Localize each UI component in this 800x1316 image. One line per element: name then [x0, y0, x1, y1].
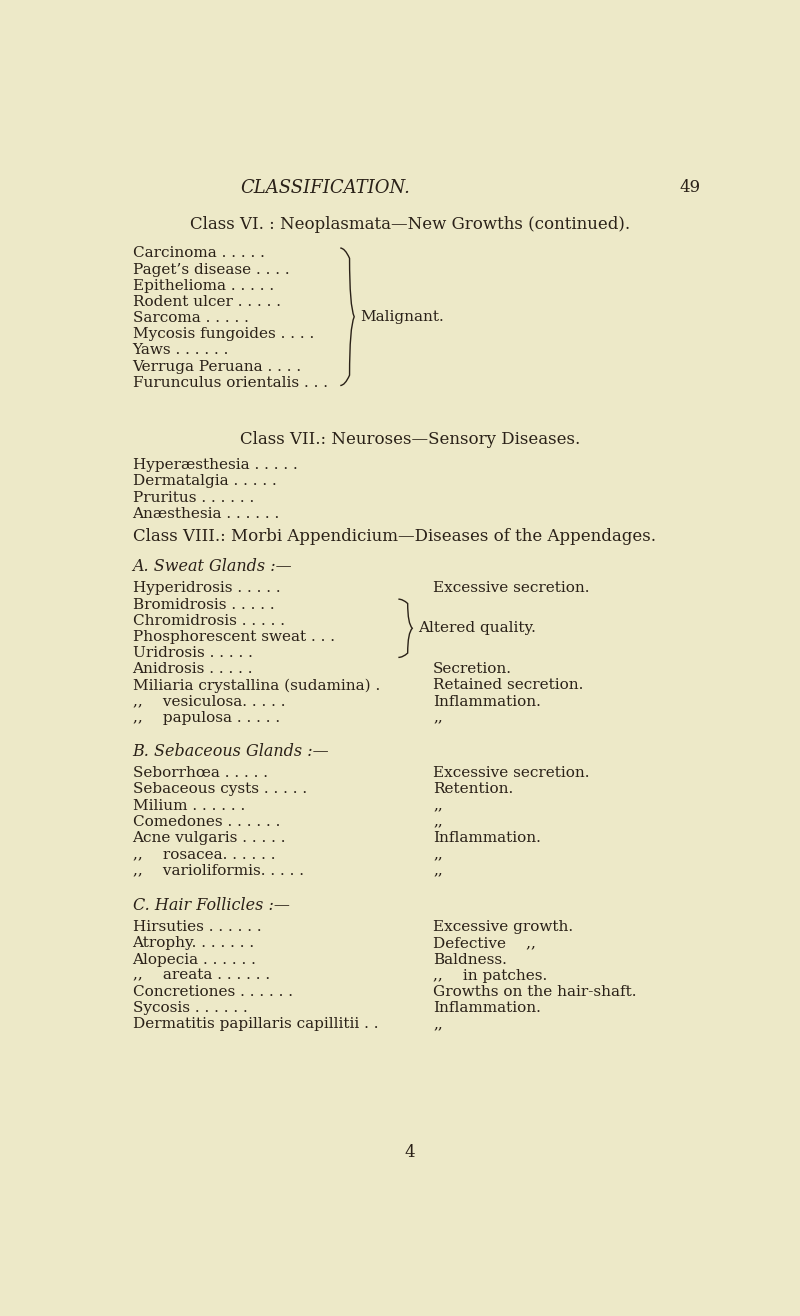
Text: Uridrosis . . . . .: Uridrosis . . . . . [133, 646, 253, 661]
Text: Excessive secretion.: Excessive secretion. [434, 766, 590, 780]
Text: A. Sweat Glands :—: A. Sweat Glands :— [133, 558, 292, 575]
Text: Alopecia . . . . . .: Alopecia . . . . . . [133, 953, 257, 966]
Text: Rodent ulcer . . . . .: Rodent ulcer . . . . . [133, 295, 281, 309]
Text: ,,  varioliformis. . . . .: ,, varioliformis. . . . . [133, 863, 303, 878]
Text: Sarcoma . . . . .: Sarcoma . . . . . [133, 311, 249, 325]
Text: Secretion.: Secretion. [434, 662, 512, 676]
Text: B. Sebaceous Glands :—: B. Sebaceous Glands :— [133, 744, 329, 761]
Text: ,,  in patches.: ,, in patches. [434, 969, 547, 983]
Text: 4: 4 [405, 1144, 415, 1161]
Text: Atrophy. . . . . . .: Atrophy. . . . . . . [133, 937, 254, 950]
Text: Sycosis . . . . . .: Sycosis . . . . . . [133, 1001, 247, 1015]
Text: Concretiones . . . . . .: Concretiones . . . . . . [133, 984, 293, 999]
Text: 49: 49 [680, 179, 701, 196]
Text: ,,  vesiculosa. . . . .: ,, vesiculosa. . . . . [133, 695, 285, 708]
Text: Phosphorescent sweat . . .: Phosphorescent sweat . . . [133, 630, 334, 644]
Text: Class VII.: Neuroses—Sensory Diseases.: Class VII.: Neuroses—Sensory Diseases. [240, 432, 580, 449]
Text: Excessive growth.: Excessive growth. [434, 920, 574, 934]
Text: Retention.: Retention. [434, 783, 514, 796]
Text: Chromidrosis . . . . .: Chromidrosis . . . . . [133, 613, 285, 628]
Text: Class VIII.: Morbi Appendicium—Diseases of the Appendages.: Class VIII.: Morbi Appendicium—Diseases … [133, 528, 655, 545]
Text: Retained secretion.: Retained secretion. [434, 679, 584, 692]
Text: Furunculus orientalis . . .: Furunculus orientalis . . . [133, 376, 327, 390]
Text: Baldness.: Baldness. [434, 953, 507, 966]
Text: ,,: ,, [434, 815, 443, 829]
Text: ,,: ,, [434, 1017, 443, 1032]
Text: Excessive secretion.: Excessive secretion. [434, 582, 590, 595]
Text: Defective  ,,: Defective ,, [434, 937, 536, 950]
Text: ,,: ,, [434, 799, 443, 812]
Text: Seborrhœa . . . . .: Seborrhœa . . . . . [133, 766, 267, 780]
Text: Epithelioma . . . . .: Epithelioma . . . . . [133, 279, 274, 293]
Text: Anæsthesia . . . . . .: Anæsthesia . . . . . . [133, 507, 280, 521]
Text: Dermatitis papillaris capillitii . .: Dermatitis papillaris capillitii . . [133, 1017, 378, 1032]
Text: Acne vulgaris . . . . .: Acne vulgaris . . . . . [133, 830, 286, 845]
Text: Hyperidrosis . . . . .: Hyperidrosis . . . . . [133, 582, 280, 595]
Text: Sebaceous cysts . . . . .: Sebaceous cysts . . . . . [133, 783, 306, 796]
Text: Mycosis fungoides . . . .: Mycosis fungoides . . . . [133, 328, 314, 341]
Text: C. Hair Follicles :—: C. Hair Follicles :— [133, 898, 290, 915]
Text: CLASSIFICATION.: CLASSIFICATION. [240, 179, 410, 197]
Text: ,,  rosacea. . . . . .: ,, rosacea. . . . . . [133, 848, 275, 861]
Text: Bromidrosis . . . . .: Bromidrosis . . . . . [133, 597, 274, 612]
Text: Class VI. : Neoplasmata—New Growths (continued).: Class VI. : Neoplasmata—New Growths (con… [190, 216, 630, 233]
Text: ,,  areata . . . . . .: ,, areata . . . . . . [133, 969, 270, 983]
Text: Verruga Peruana . . . .: Verruga Peruana . . . . [133, 359, 302, 374]
Text: Paget’s disease . . . .: Paget’s disease . . . . [133, 263, 289, 276]
Text: Anidrosis . . . . .: Anidrosis . . . . . [133, 662, 253, 676]
Text: Yaws . . . . . .: Yaws . . . . . . [133, 343, 229, 358]
Text: Milium . . . . . .: Milium . . . . . . [133, 799, 245, 812]
Text: Inflammation.: Inflammation. [434, 830, 541, 845]
Text: Dermatalgia . . . . .: Dermatalgia . . . . . [133, 474, 276, 488]
Text: Hyperæsthesia . . . . .: Hyperæsthesia . . . . . [133, 458, 298, 472]
Text: ,,  papulosa . . . . .: ,, papulosa . . . . . [133, 711, 280, 725]
Text: Hirsuties . . . . . .: Hirsuties . . . . . . [133, 920, 261, 934]
Text: ,,: ,, [434, 711, 443, 725]
Text: Inflammation.: Inflammation. [434, 1001, 541, 1015]
Text: ,,: ,, [434, 848, 443, 861]
Text: Miliaria crystallina (sudamina) .: Miliaria crystallina (sudamina) . [133, 679, 380, 692]
Text: Inflammation.: Inflammation. [434, 695, 541, 708]
Text: ,,: ,, [434, 863, 443, 878]
Text: Carcinoma . . . . .: Carcinoma . . . . . [133, 246, 265, 261]
Text: Pruritus . . . . . .: Pruritus . . . . . . [133, 491, 254, 504]
Text: Comedones . . . . . .: Comedones . . . . . . [133, 815, 280, 829]
Text: Malignant.: Malignant. [361, 309, 444, 324]
Text: Altered quality.: Altered quality. [418, 621, 537, 636]
Text: Growths on the hair-shaft.: Growths on the hair-shaft. [434, 984, 637, 999]
